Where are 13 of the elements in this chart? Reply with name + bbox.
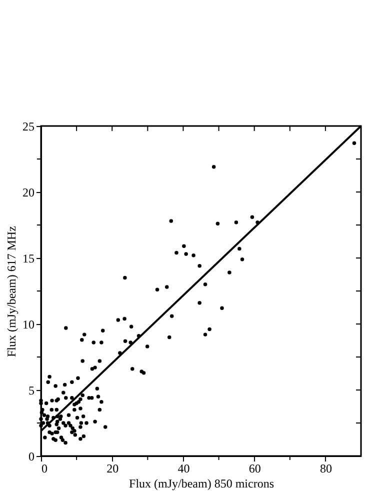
y-tick-label: 20 [22,186,34,200]
x-tick-label: 20 [106,462,119,476]
y-tick-label: 15 [22,252,34,266]
x-axis-title: Flux (mJy/beam) 850 microns [129,476,274,490]
x-tick-label: 80 [320,462,332,476]
x-tick-label: 60 [248,462,261,476]
y-tick-label: 5 [28,384,34,398]
x-tick-label: 40 [178,462,190,476]
y-axis-title: Flux (mJy/beam) 617 MHz [4,226,18,357]
y-tick-label: 25 [22,120,34,134]
x-tick-label: 0 [42,462,48,476]
y-tick-label: 0 [28,450,34,464]
y-tick-label: 10 [22,318,34,332]
